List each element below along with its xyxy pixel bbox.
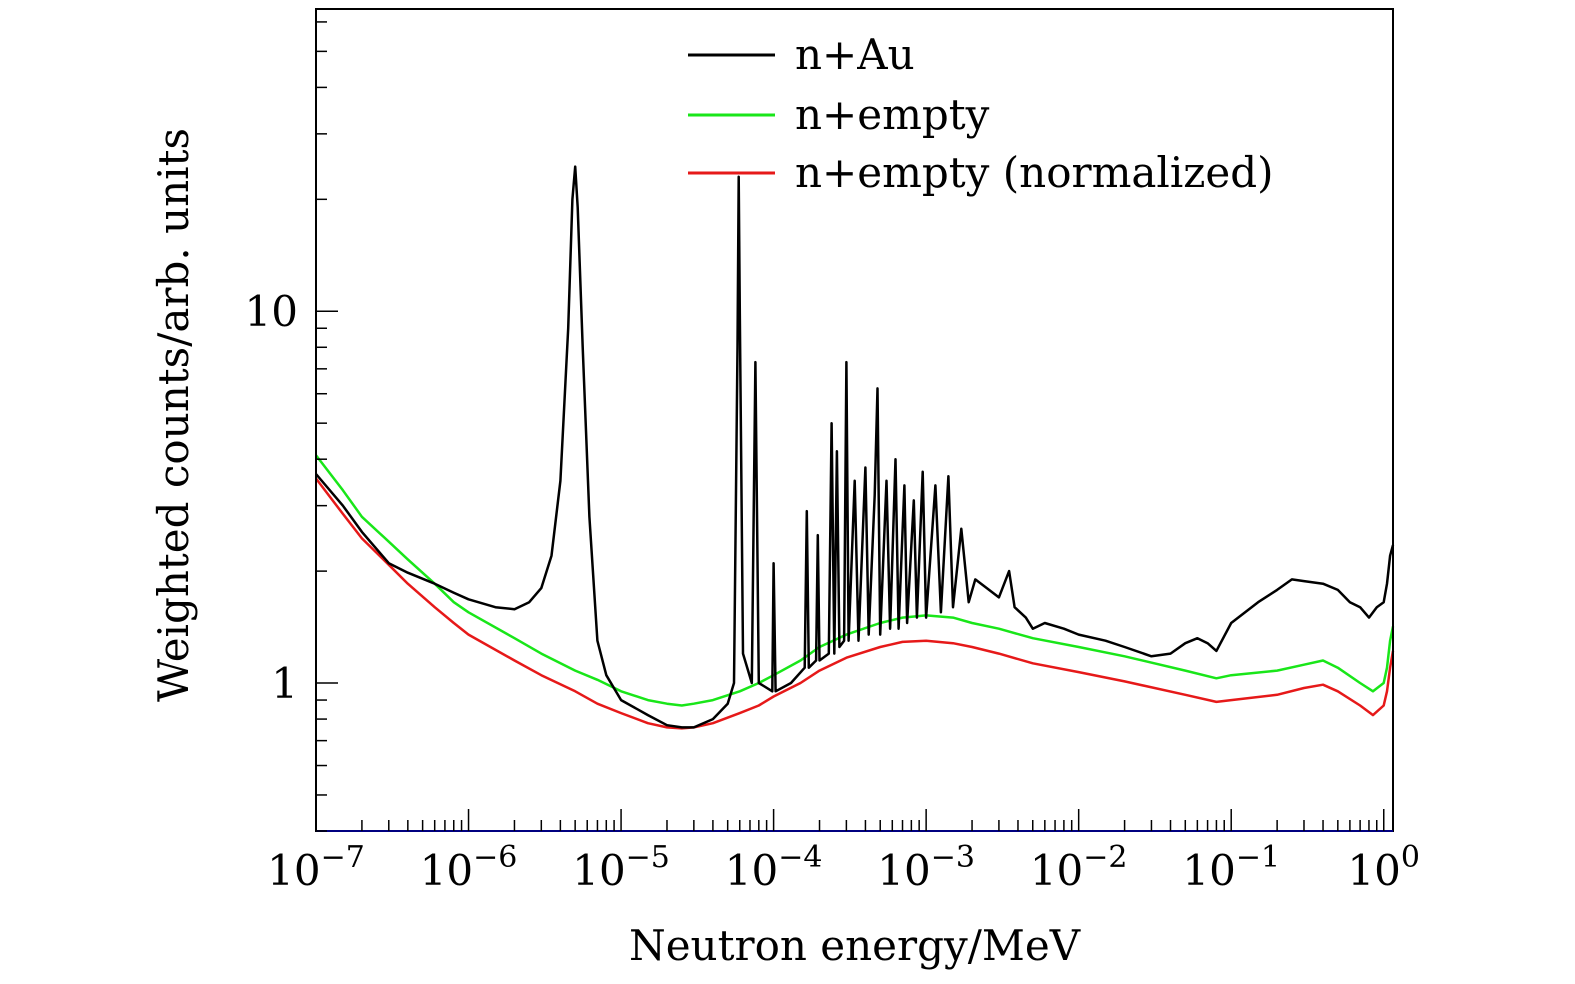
x-tick-label: 10−4 [725,840,823,895]
x-tick-label: 10−1 [1182,840,1280,895]
y-tick-label: 10 [245,287,298,336]
x-tick-label: 10−3 [877,840,975,895]
legend-label-0: n+Au [795,30,915,79]
x-axis-title: Neutron energy/MeV [629,921,1081,970]
series-line-2 [315,477,1395,730]
y-tick-label: 1 [271,659,298,708]
x-tick-label: 10−5 [572,840,670,895]
x-tick-label: 100 [1347,840,1420,895]
x-tick-label: 10−7 [267,840,365,895]
y-axis-title: Weighted counts/arb. units [149,128,198,702]
legend: n+Au n+empty n+empty (normalized) [688,30,1274,197]
x-tick-label: 10−2 [1030,840,1128,895]
legend-label-1: n+empty [795,90,990,139]
x-tick-label: 10−6 [420,840,518,895]
legend-label-2: n+empty (normalized) [795,148,1274,197]
series-line-0 [315,165,1395,729]
